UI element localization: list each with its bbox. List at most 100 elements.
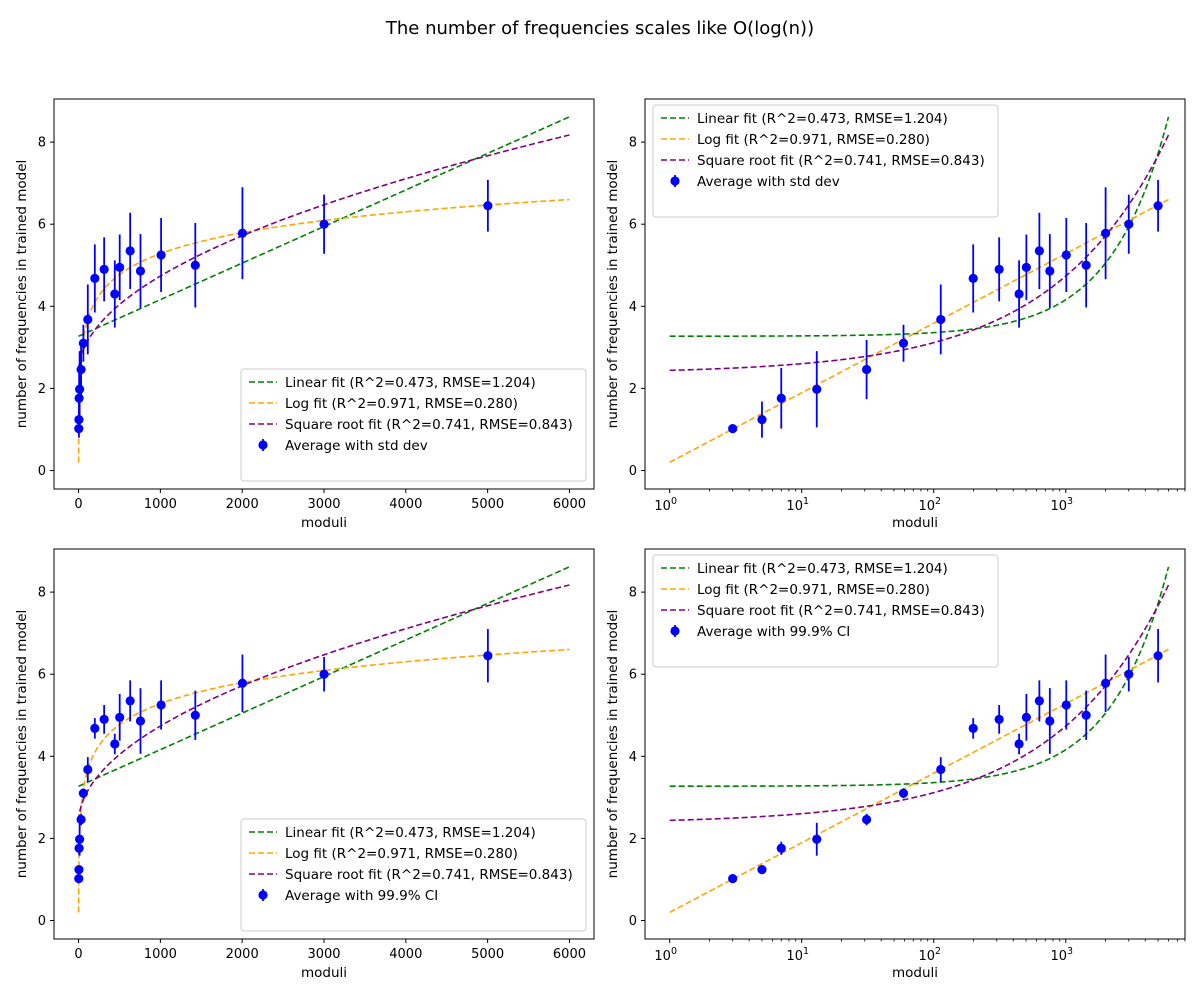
x-tick-label: 103 [1050,496,1073,514]
data-point [99,714,109,724]
legend-label: Log fit (R^2=0.971, RMSE=0.280) [285,846,518,862]
subplot-1: 0 2 4 6 8 0 1000 2000 3000 4000 5000 6000 moduli numb… [14,98,595,531]
legend-label: Square root fit (R^2=0.741, RMSE=0.843) [697,153,985,169]
legend-label: Average with 99.9% CI [285,888,438,904]
legend-frame [652,104,999,218]
data-point [898,788,909,798]
data-point [757,415,767,425]
x-tick-label: 101 [786,496,809,514]
x-tick-label: 5000 [471,497,504,512]
data-point [861,364,872,375]
data-point [898,338,909,348]
axes-frame [644,548,1186,940]
data-point [83,314,93,325]
x-tick-label: 100 [654,946,677,964]
data-point [1100,228,1111,238]
x-tick-label: 1000 [144,947,177,962]
data-point [75,384,85,394]
data-point [135,716,146,726]
data-point [483,651,493,661]
data-point [861,814,872,825]
data-point [1153,651,1163,661]
x-tick-label: 2000 [226,947,259,962]
x-tick-label: 102 [918,946,941,964]
x-tick-label: 103 [1050,946,1073,964]
data-point [728,424,738,434]
y-axis-label: number of frequencies in trained model [14,610,30,879]
legend-label: Average with 99.9% CI [697,624,850,640]
data-point [125,246,135,256]
legend-label: Linear fit (R^2=0.473, RMSE=1.204) [697,561,948,577]
y-tick-label: 2 [629,832,637,847]
data-point [1014,739,1024,749]
data-point [74,874,84,884]
x-tick-label: 3000 [307,947,340,962]
legend-label: Linear fit (R^2=0.473, RMSE=1.204) [285,825,536,841]
legend-label: Log fit (R^2=0.971, RMSE=0.280) [285,396,518,412]
data-point [728,874,738,884]
legend-swatch-marker [670,626,680,636]
data-point [812,384,822,394]
legend-label: Square root fit (R^2=0.741, RMSE=0.843) [697,603,985,619]
data-point [90,273,100,283]
x-tick-label: 100 [654,496,677,514]
data-point [237,678,248,688]
legend: Linear fit (R^2=0.473, RMSE=1.204) Log fi… [240,368,587,482]
x-tick-label: 101 [786,946,809,964]
data-point [110,739,120,749]
data-point [115,712,125,722]
y-tick-label: 6 [38,668,46,683]
legend-label: Square root fit (R^2=0.741, RMSE=0.843) [285,867,573,883]
data-point [812,834,822,844]
data-point [1061,700,1071,710]
x-tick-label: 4000 [389,497,422,512]
axes-frame [644,98,1186,490]
data-point [75,834,85,844]
x-tick-label: 6000 [553,947,586,962]
data-point [83,764,93,775]
y-tick-label: 4 [38,750,46,765]
legend-label: Linear fit (R^2=0.473, RMSE=1.204) [697,111,948,127]
x-axis-label: moduli [892,965,938,981]
y-tick-label: 4 [38,300,46,315]
data-point [78,338,88,348]
x-tick-label: 102 [918,496,941,514]
axes-frame [53,98,595,490]
data-point [994,714,1004,724]
subplot-3: 0 2 4 6 8 0 1000 2000 3000 4000 5000 6000 moduli numb… [14,548,595,981]
legend-label: Log fit (R^2=0.971, RMSE=0.280) [697,582,930,598]
sqrt-fit-line [77,584,570,821]
legend-label: Log fit (R^2=0.971, RMSE=0.280) [697,132,930,148]
x-tick-label: 0 [74,497,82,512]
y-tick-label: 6 [629,668,637,683]
plot-area [74,566,570,913]
y-tick-label: 4 [629,300,637,315]
y-tick-label: 0 [38,464,46,479]
legend-frame [652,554,999,668]
data-point [1034,696,1044,706]
legend-label: Square root fit (R^2=0.741, RMSE=0.843) [285,417,573,433]
data-point [1153,201,1163,211]
legend-swatch-marker [670,176,680,186]
data-point [237,228,248,238]
y-tick-label: 0 [38,914,46,929]
data-point [319,669,329,679]
y-tick-label: 6 [629,218,637,233]
x-axis-label: moduli [301,965,347,981]
y-axis-label: number of frequencies in trained model [605,160,621,429]
data-point [936,764,946,775]
y-tick-label: 2 [38,832,46,847]
data-point [968,723,978,734]
figure-title: The number of frequencies scales like O(… [385,18,814,39]
legend-swatch-marker [258,440,268,450]
log-fit-line [669,198,1169,464]
x-tick-label: 0 [74,947,82,962]
data-point [110,289,120,299]
data-point [1021,712,1031,722]
data-point [125,696,135,706]
y-axis-label: number of frequencies in trained model [605,610,621,879]
data-point [99,264,109,274]
data-point [757,865,767,875]
